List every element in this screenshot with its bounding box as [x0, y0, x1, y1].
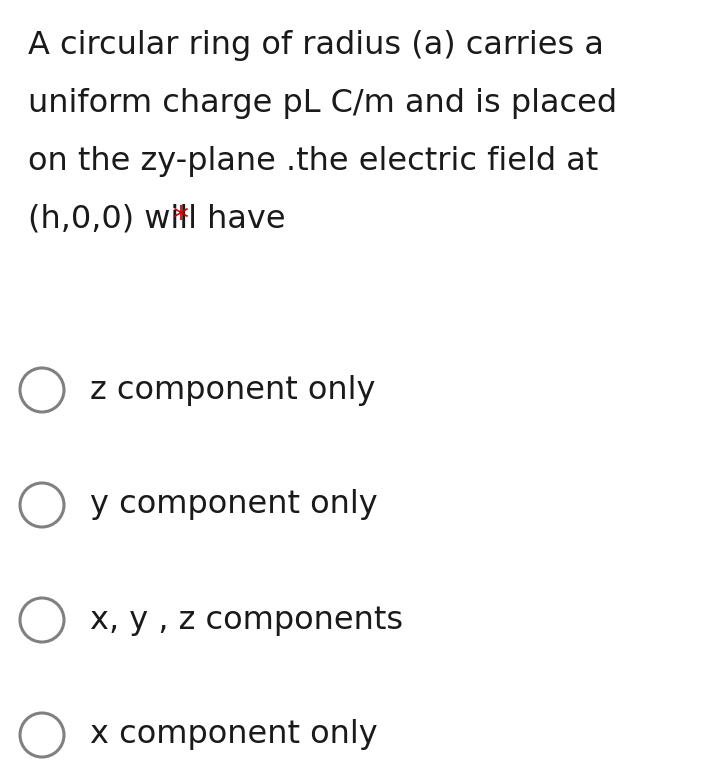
Text: on the zy-plane .the electric field at: on the zy-plane .the electric field at: [28, 146, 598, 177]
Text: z component only: z component only: [90, 374, 375, 406]
Text: (h,0,0) will have: (h,0,0) will have: [28, 204, 285, 235]
Text: y component only: y component only: [90, 489, 378, 520]
Text: x, y , z components: x, y , z components: [90, 604, 403, 635]
Text: *: *: [172, 204, 188, 235]
Text: uniform charge pL C/m and is placed: uniform charge pL C/m and is placed: [28, 88, 617, 119]
Text: A circular ring of radius (a) carries a: A circular ring of radius (a) carries a: [28, 30, 604, 61]
Text: x component only: x component only: [90, 720, 378, 751]
